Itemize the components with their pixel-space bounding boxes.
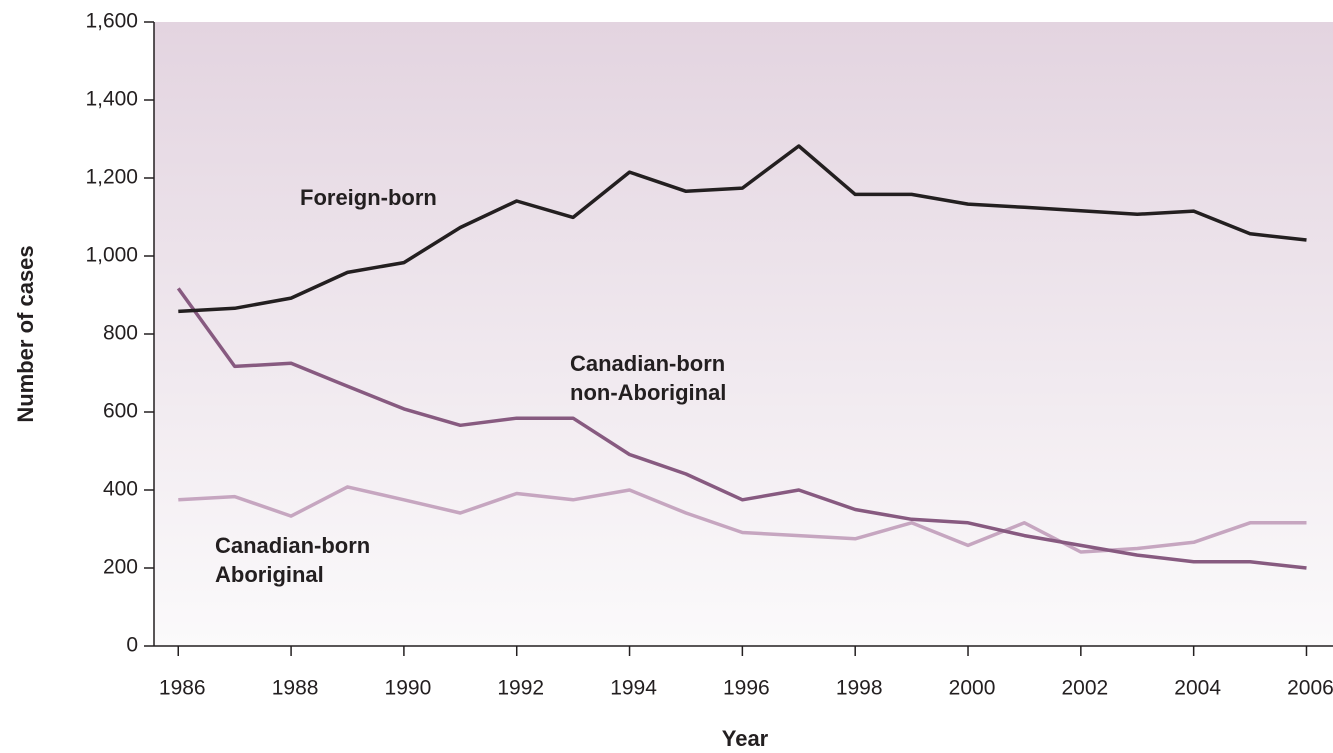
x-tick-label: 1988 (272, 677, 319, 700)
series-label: Foreign-born (300, 185, 437, 210)
x-tick-label: 2006 (1287, 677, 1333, 700)
y-tick-label: 800 (103, 322, 138, 345)
x-tick-label: 2000 (949, 677, 996, 700)
series-line (178, 485, 1307, 554)
x-tick-label: 2002 (1061, 677, 1108, 700)
series-label: Canadian-born Aboriginal (215, 533, 371, 587)
x-tick-label: 1986 (159, 677, 206, 700)
x-axis-label: Year (722, 726, 769, 751)
series-line (176, 287, 1307, 570)
series-line (178, 144, 1307, 314)
plot-area (154, 22, 1333, 646)
y-tick-label: 1,400 (85, 88, 138, 111)
y-tick-label: 0 (126, 634, 138, 657)
x-tick-label: 1996 (723, 677, 770, 700)
y-tick-label: 200 (103, 556, 138, 579)
x-tick-label: 1998 (836, 677, 883, 700)
x-tick-label: 1990 (385, 677, 432, 700)
x-tick-label: 1994 (610, 677, 657, 700)
y-tick-label: 1,200 (85, 166, 138, 189)
y-tick-label: 1,600 (85, 10, 138, 33)
x-tick-label: 2004 (1174, 677, 1221, 700)
y-axis-label: Number of cases (13, 245, 38, 422)
series-label: Canadian-born non-Aboriginal (570, 351, 727, 405)
y-tick-label: 600 (103, 400, 138, 423)
y-tick-label: 400 (103, 478, 138, 501)
y-tick-label: 1,000 (85, 244, 138, 267)
x-tick-label: 1992 (497, 677, 544, 700)
